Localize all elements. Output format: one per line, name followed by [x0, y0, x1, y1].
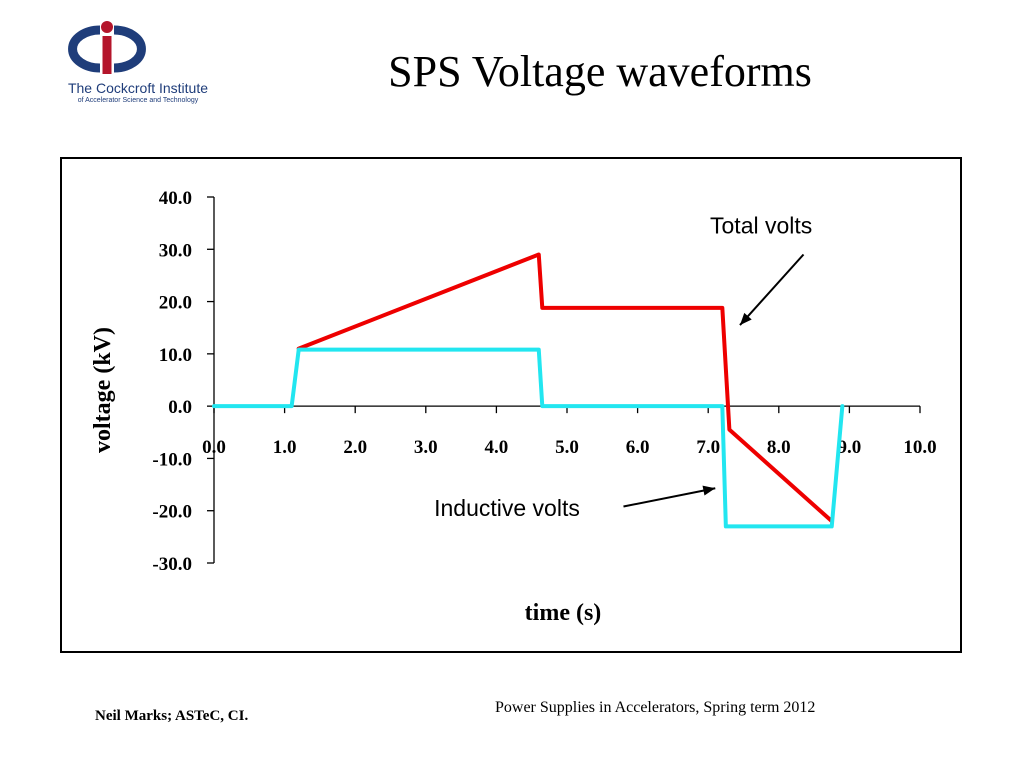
logo-text-line2: of Accelerator Science and Technology	[77, 97, 199, 104]
x-tick-label: 8.0	[767, 437, 791, 458]
x-tick-label: 4.0	[485, 437, 509, 458]
annotation-arrow-line	[623, 487, 716, 508]
annotation-arrow-line	[739, 253, 805, 326]
slide-title: SPS Voltage waveforms	[388, 47, 812, 96]
footer-course: Power Supplies in Accelerators, Spring t…	[495, 699, 816, 716]
total-volts-line	[296, 252, 834, 524]
y-tick-label: -20.0	[152, 502, 192, 523]
x-tick-label: 0.0	[202, 437, 226, 458]
inductive-volts-line	[212, 347, 845, 529]
x-tick-label: 3.0	[414, 437, 438, 458]
voltage-chart: 40.0 30.0 20.0 10.0 0.0 -10.0 -20.0 -30.0 0.0 1.0…	[90, 188, 937, 626]
x-tick-label: 2.0	[343, 437, 367, 458]
x-tick-label: 10.0	[903, 437, 936, 458]
annotation-arrow-head	[702, 485, 716, 496]
y-tick-label: 30.0	[159, 240, 192, 261]
x-axis-title: time (s)	[525, 600, 602, 626]
chart-frame: 40.0 30.0 20.0 10.0 0.0 -10.0 -20.0 -30.0 0.0 1.0…	[60, 157, 962, 653]
x-tick-label: 5.0	[555, 437, 579, 458]
x-tick-label: 9.0	[838, 437, 862, 458]
annotation-arrow-head	[739, 312, 752, 326]
y-tick-label: 0.0	[168, 397, 192, 418]
y-axis-title: voltage (kV)	[90, 327, 116, 453]
footer-author: Neil Marks; ASTeC, CI.	[95, 708, 249, 724]
y-tick-label: 40.0	[159, 188, 192, 209]
logo-red-dot	[101, 21, 113, 33]
logo-right-arc	[113, 25, 146, 73]
x-tick-label: 7.0	[696, 437, 720, 458]
total-volts-annotation: Total volts	[710, 213, 812, 239]
logo-red-stem	[102, 36, 112, 74]
x-tick-label: 1.0	[273, 437, 297, 458]
y-tick-label: 10.0	[159, 345, 192, 366]
logo-mark	[68, 21, 146, 74]
cockcroft-logo: The Cockcroft Institute of Accelerator S…	[60, 18, 216, 110]
y-tick-label: 20.0	[159, 293, 192, 314]
x-tick-label: 6.0	[626, 437, 650, 458]
y-tick-label: -30.0	[152, 554, 192, 575]
y-tick-label: -10.0	[152, 449, 192, 470]
inductive-volts-annotation: Inductive volts	[434, 495, 580, 521]
logo-text-line1: The Cockcroft Institute	[67, 80, 209, 96]
logo-left-arc	[68, 25, 101, 73]
